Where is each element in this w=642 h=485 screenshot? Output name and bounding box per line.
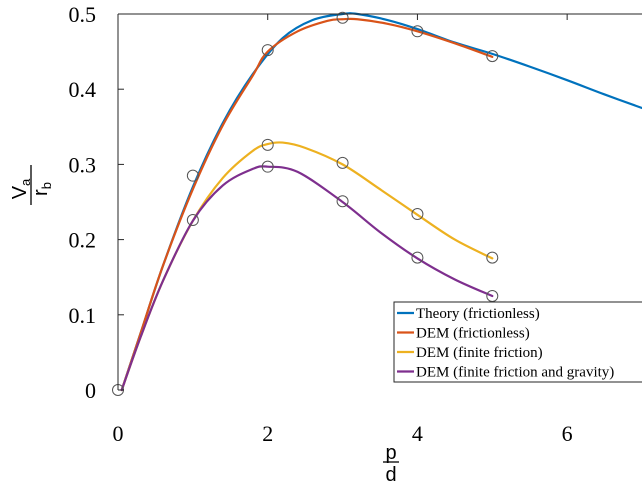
y-tick-label: 0.5 xyxy=(69,2,97,27)
y-tick-label: 0.3 xyxy=(69,152,97,177)
legend: Theory (frictionless) DEM (frictionless) D… xyxy=(393,301,642,383)
y-tick-label: 0.1 xyxy=(69,303,97,328)
data-point-9 xyxy=(336,195,349,208)
x-label-denominator: d xyxy=(385,464,396,485)
series-line-2 xyxy=(120,17,494,392)
data-point-11 xyxy=(411,208,424,221)
marker-layer xyxy=(112,11,499,396)
x-label-numerator: p xyxy=(385,442,396,464)
legend-label: DEM (frictionless) xyxy=(416,326,530,342)
data-point-5 xyxy=(261,138,274,151)
x-tick-label: 2 xyxy=(262,421,273,446)
series-layer xyxy=(120,12,642,392)
series-line-4 xyxy=(120,165,494,392)
data-point-12 xyxy=(411,251,424,264)
data-point-10 xyxy=(411,25,424,38)
legend-label: Theory (frictionless) xyxy=(416,306,540,322)
data-point-8 xyxy=(336,156,349,169)
axes-layer xyxy=(117,13,642,390)
data-point-3 xyxy=(186,214,199,227)
legend-label: DEM (finite friction and gravity) xyxy=(416,365,614,381)
data-point-6 xyxy=(261,160,274,173)
x-axis-label: pd xyxy=(383,442,399,485)
legend-label: DEM (finite friction) xyxy=(416,345,543,361)
data-point-14 xyxy=(486,251,499,264)
data-point-2 xyxy=(186,169,199,182)
y-tick-label: 0.4 xyxy=(69,77,97,102)
legend-box xyxy=(393,301,642,383)
x-tick-label: 4 xyxy=(412,421,423,446)
ticks-layer: 0 0.1 0.2 0.3 0.4 0.5 0 2 4 6 xyxy=(69,2,573,446)
y-label-denominator: rb xyxy=(30,182,54,196)
y-tick-label: 0 xyxy=(85,378,96,403)
y-label-numerator: Va xyxy=(9,178,33,199)
y-tick-label: 0.2 xyxy=(69,228,97,253)
data-point-4 xyxy=(261,44,274,57)
x-tick-label: 6 xyxy=(562,421,573,446)
x-tick-label: 0 xyxy=(113,421,124,446)
data-point-13 xyxy=(486,50,499,63)
data-point-7 xyxy=(336,11,349,24)
